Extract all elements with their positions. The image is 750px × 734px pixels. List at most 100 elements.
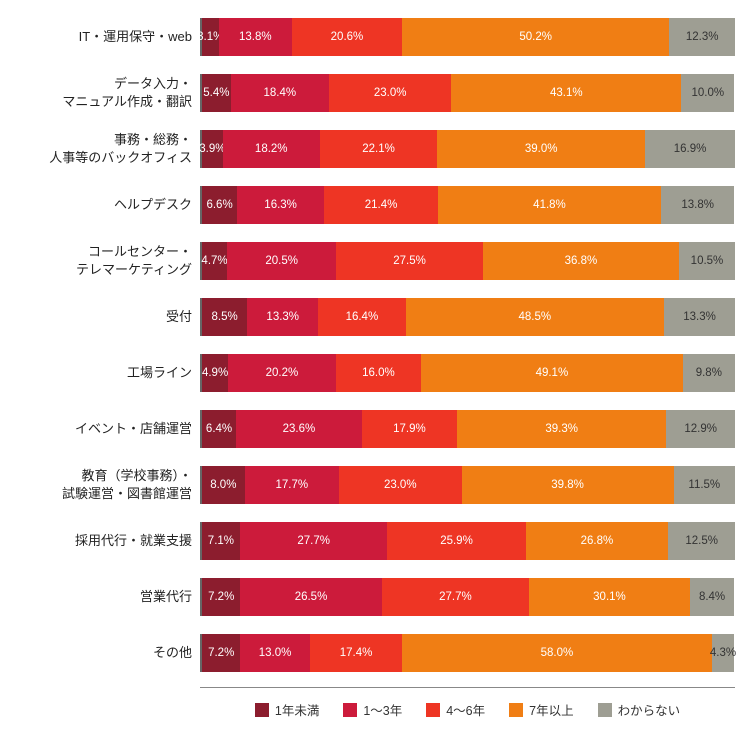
bar-segment: 13.8% [219,18,293,56]
segment-value: 6.6% [206,199,232,211]
bar-segment: 49.1% [421,354,683,392]
bar-segment: 27.7% [240,522,388,560]
segment-value: 21.4% [365,199,398,211]
bar-segment: 7.2% [202,634,240,672]
legend: 1年未満1〜3年4〜6年7年以上わからない [15,700,735,719]
segment-value: 27.5% [393,255,426,267]
bar-segment: 6.4% [202,410,236,448]
bar-track: 3.9%18.2% 22.1% 39.0% 16.9% [200,130,735,168]
bar-segment: 3.1% [202,18,219,56]
bar-segment: 10.5% [679,242,735,280]
bar-segment: 18.2% [223,130,320,168]
legend-item: 4〜6年 [426,700,485,719]
segment-value: 36.8% [565,255,598,267]
legend-swatch [598,703,612,717]
bar-track: 7.2%26.5%27.7%30.1%8.4% [200,578,735,616]
bar-track: 5.4%18.4%23.0%43.1%10.0% [200,74,735,112]
bar-segment: 50.2% [402,18,670,56]
segment-value: 16.0% [362,367,395,379]
bar-segment: 13.3% [247,298,318,336]
segment-value: 7.1% [208,535,234,547]
segment-value: 16.3% [264,199,297,211]
bar-segment: 22.1% [320,130,438,168]
segment-value: 13.3% [683,311,716,323]
segment-value: 8.4% [699,591,725,603]
bar-track: 6.6%16.3%21.4%41.8%13.8% [200,186,735,224]
bar-segment: 18.4% [231,74,329,112]
bar-segment: 16.0% [336,354,421,392]
row-label: 営業代行 [15,588,200,606]
segment-value: 13.8% [239,31,272,43]
bar-segment: 17.4% [310,634,403,672]
legend-label: 1年未満 [275,700,319,719]
bar-track: 8.0%17.7%23.0%39.8%11.5% [200,466,735,504]
legend-label: 1〜3年 [363,700,402,719]
segment-value: 23.0% [384,479,417,491]
legend-label: わからない [618,700,681,719]
bar-segment: 16.9% [645,130,735,168]
chart-rows: IT・運用保守・web3.1%13.8%20.6%50.2%12.3%データ入力… [15,15,735,687]
legend-swatch [509,703,523,717]
chart-row: ヘルプデスク6.6%16.3%21.4%41.8%13.8% [15,183,735,227]
bar-segment: 4.7% [202,242,227,280]
bar-segment: 39.0% [437,130,645,168]
bar-segment: 8.5% [202,298,247,336]
segment-value: 9.8% [696,367,722,379]
bar-segment: 9.8% [683,354,735,392]
bar-track: 4.9%20.2%16.0%49.1%9.8% [200,354,735,392]
segment-value: 22.1% [362,143,395,155]
segment-value: 25.9% [440,535,473,547]
x-axis-line [200,687,735,688]
bar-segment: 12.9% [666,410,735,448]
row-label: コールセンター・ テレマーケティング [15,243,200,278]
segment-value: 48.5% [519,311,552,323]
bar-segment: 27.5% [336,242,483,280]
row-label: 受付 [15,308,200,326]
bar-track: 6.4%23.6%17.9%39.3%12.9% [200,410,735,448]
bar-segment: 23.0% [339,466,462,504]
bar-segment: 11.5% [674,466,735,504]
segment-value: 41.8% [533,199,566,211]
segment-value: 6.4% [206,423,232,435]
segment-value: 13.0% [259,647,292,659]
segment-value: 13.3% [266,311,299,323]
bar-segment: 16.3% [237,186,324,224]
bar-segment: 30.1% [529,578,689,616]
segment-value: 12.3% [686,31,719,43]
segment-value: 10.0% [691,87,724,99]
chart-row: 採用代行・就業支援7.1%27.7%25.9%26.8%12.5% [15,519,735,563]
bar-segment: 13.3% [664,298,735,336]
segment-value: 3.9% [199,143,225,155]
bar-segment: 3.9% [202,130,223,168]
chart-row: 営業代行7.2%26.5%27.7%30.1%8.4% [15,575,735,619]
bar-segment: 20.6% [292,18,402,56]
segment-value: 17.9% [393,423,426,435]
bar-track: 7.2%13.0%17.4%58.0%4.3% [200,634,735,672]
bar-segment: 41.8% [438,186,661,224]
segment-value: 30.1% [593,591,626,603]
segment-value: 11.5% [688,479,720,491]
bar-segment: 36.8% [483,242,679,280]
bar-segment: 48.5% [406,298,665,336]
bar-segment: 43.1% [451,74,681,112]
segment-value: 27.7% [439,591,472,603]
stacked-bar-chart: IT・運用保守・web3.1%13.8%20.6%50.2%12.3%データ入力… [15,15,735,719]
bar-segment: 6.6% [202,186,237,224]
segment-value: 27.7% [297,535,330,547]
chart-row: 工場ライン4.9%20.2%16.0%49.1%9.8% [15,351,735,395]
bar-segment: 13.0% [240,634,309,672]
segment-value: 39.0% [525,143,558,155]
bar-segment: 7.2% [202,578,240,616]
segment-value: 58.0% [541,647,574,659]
segment-value: 39.3% [545,423,578,435]
bar-segment: 16.4% [318,298,405,336]
legend-swatch [255,703,269,717]
segment-value: 10.5% [691,255,724,267]
bar-segment: 25.9% [387,522,525,560]
segment-value: 18.4% [264,87,297,99]
segment-value: 8.5% [212,311,238,323]
bar-segment: 5.4% [202,74,231,112]
segment-value: 12.5% [685,535,718,547]
chart-row: その他7.2%13.0%17.4%58.0%4.3% [15,631,735,675]
bar-segment: 8.4% [690,578,735,616]
